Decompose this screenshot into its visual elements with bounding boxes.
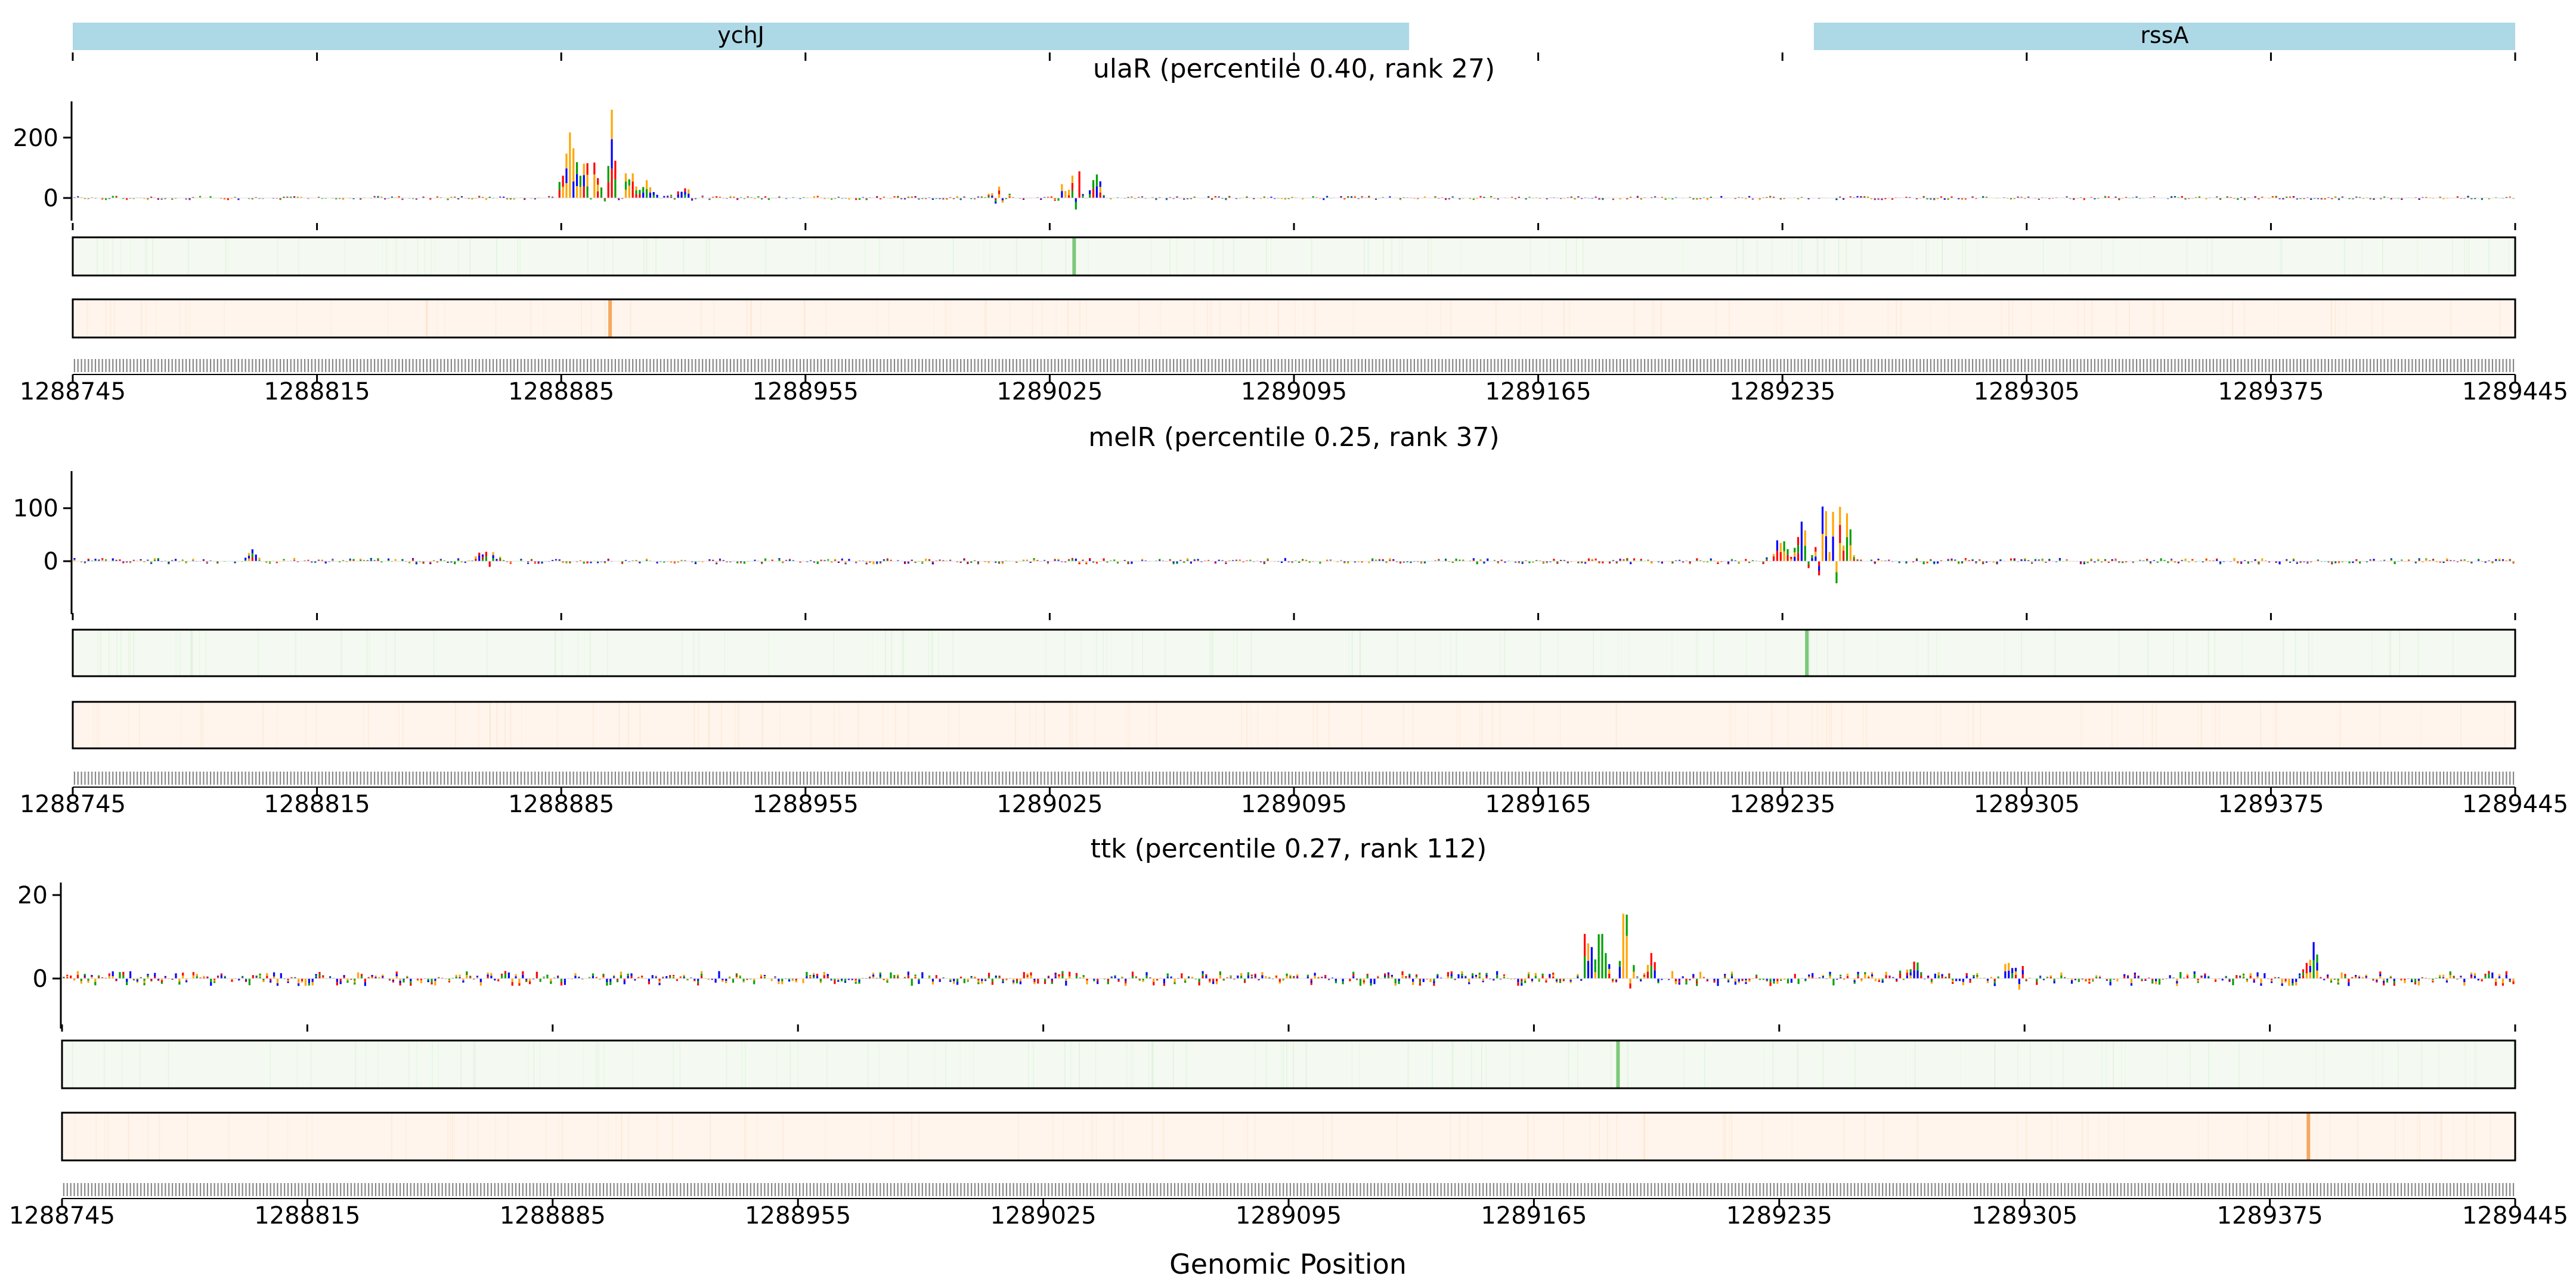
x-axis: 1288745 1288815 1288885 1288955 1289025 12890…: [20, 374, 2568, 405]
gene-annotation-track: ychJ rssA: [72, 22, 2516, 61]
activity-track-background: [73, 630, 2515, 676]
x-tick-label: 1289025: [996, 378, 1103, 405]
gene-box: [73, 23, 1410, 50]
logo-plot: [73, 506, 2515, 584]
x-tick-label: 1289095: [1241, 378, 1347, 405]
activity-track: [72, 628, 2516, 677]
activity-track-frame: [72, 628, 2516, 677]
x-tick-label: 1288745: [20, 378, 126, 405]
attribution-track-frame: [72, 298, 2516, 339]
sequence-row: [73, 772, 2515, 785]
gene-label: ychJ: [717, 22, 764, 48]
x-tick-label: 1288815: [264, 378, 370, 405]
attribution-track: [72, 701, 2516, 750]
x-tick-label: 1289445: [2462, 378, 2568, 405]
attribution-track-background: [73, 702, 2515, 748]
panel-1: ulaR (percentile 0.40, rank 27) 200 0 12887…: [13, 54, 2568, 405]
y-tick-label: 100: [13, 495, 58, 522]
attribution-track-frame: [72, 701, 2516, 750]
activity-track: [72, 236, 2516, 277]
x-tick-label: 1288955: [753, 378, 859, 405]
activity-track-frame: [72, 236, 2516, 277]
x-tick-label: 1288885: [508, 378, 614, 405]
gene-label: rssA: [2140, 22, 2188, 48]
attribution-track: [72, 298, 2516, 339]
panel-2: melR (percentile 0.25, rank 37)100012887…: [13, 422, 2568, 818]
panel-title: ulaR (percentile 0.40, rank 27): [1093, 54, 1495, 84]
x-tick-label: 1289305: [1974, 378, 2080, 405]
y-tick-label: 0: [44, 548, 58, 575]
y-tick-label: 0: [44, 185, 58, 212]
y-tick-label: 200: [13, 125, 58, 152]
panel-title: melR (percentile 0.25, rank 37): [1088, 422, 1499, 453]
x-tick-label: 1289165: [1485, 378, 1592, 405]
gene-box: [1813, 23, 2515, 50]
activity-track-background: [73, 237, 2515, 275]
logo-plot: [73, 109, 2515, 210]
x-tick-label: 1289375: [2218, 378, 2324, 405]
x-tick-label: 1289235: [1729, 378, 1835, 405]
sequence-row: [73, 359, 2515, 372]
attribution-track-background: [73, 299, 2515, 338]
